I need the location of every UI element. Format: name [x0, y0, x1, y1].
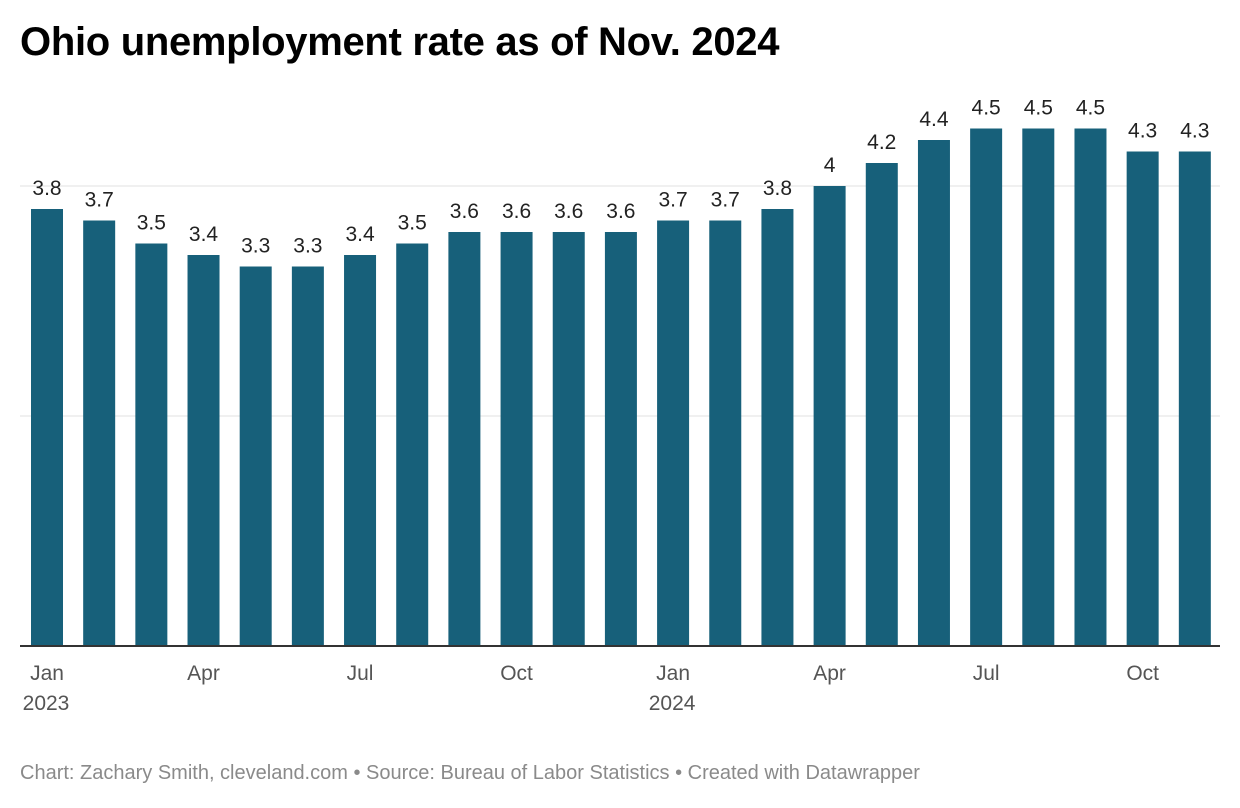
x-tick-label: Oct [500, 662, 533, 685]
bar [970, 128, 1003, 646]
bar [83, 220, 116, 646]
bar-value-label: 4.5 [972, 97, 1001, 120]
bar [552, 232, 585, 646]
bar-value-label: 3.4 [345, 223, 375, 246]
x-tick-label: Apr [187, 662, 220, 685]
chart-footer: Chart: Zachary Smith, cleveland.com • So… [20, 762, 920, 784]
bar [187, 255, 220, 646]
bar-value-label: 4 [824, 154, 836, 177]
value-labels: 3.8 3.7 3.5 3.4 3.3 3.3 3.4 3.5 3.6 3.6 3.6 3.6 3.7 3… [32, 97, 1209, 258]
bar [344, 255, 377, 646]
bar [1022, 128, 1055, 646]
bar-value-label: 3.6 [606, 200, 635, 223]
bar [657, 220, 690, 646]
bar [1074, 128, 1107, 646]
bar-value-label: 3.3 [293, 235, 322, 258]
x-axis-ticks: Jan 2023 Apr Jul Oct Jan 2024 Apr Jul Oct [23, 662, 1160, 715]
bar [500, 232, 533, 646]
x-tick-label: Jan [30, 662, 64, 685]
bar-value-label: 3.5 [398, 212, 427, 235]
bar-value-label: 4.2 [867, 131, 896, 154]
bar-value-label: 3.5 [137, 212, 166, 235]
bar [31, 209, 63, 646]
x-tick-year-label: 2023 [23, 692, 70, 715]
bar-value-label: 4.5 [1076, 97, 1105, 120]
bars [31, 128, 1211, 646]
bar [761, 209, 794, 646]
bar-value-label: 3.7 [85, 189, 114, 212]
bar-value-label: 4.5 [1024, 97, 1053, 120]
x-tick-label: Oct [1126, 662, 1159, 685]
bar-value-label: 3.4 [189, 223, 219, 246]
x-tick-label: Jan [656, 662, 690, 685]
x-tick-label: Jul [347, 662, 374, 685]
bar-value-label: 3.7 [711, 189, 740, 212]
bar [448, 232, 481, 646]
x-tick-year-label: 2024 [649, 692, 696, 715]
x-tick-label: Jul [973, 662, 1000, 685]
chart-title: Ohio unemployment rate as of Nov. 2024 [20, 20, 780, 64]
bar-value-label: 3.6 [450, 200, 479, 223]
bar [865, 163, 898, 646]
bar [396, 243, 429, 646]
bar-value-label: 3.6 [502, 200, 531, 223]
bar [604, 232, 637, 646]
bar-value-label: 3.6 [554, 200, 583, 223]
bar-value-label: 4.3 [1180, 120, 1209, 143]
bar [709, 220, 742, 646]
bar [239, 266, 272, 646]
bar [1126, 151, 1159, 646]
bar-value-label: 4.3 [1128, 120, 1157, 143]
bar [813, 186, 846, 646]
bar-value-label: 3.8 [763, 177, 792, 200]
bar-value-label: 3.7 [658, 189, 687, 212]
bar [917, 140, 950, 646]
bar-value-label: 3.8 [32, 177, 61, 200]
bar [1178, 151, 1211, 646]
bar [135, 243, 168, 646]
bar-value-label: 4.4 [919, 108, 949, 131]
bar [291, 266, 324, 646]
x-tick-label: Apr [813, 662, 846, 685]
bar-value-label: 3.3 [241, 235, 270, 258]
